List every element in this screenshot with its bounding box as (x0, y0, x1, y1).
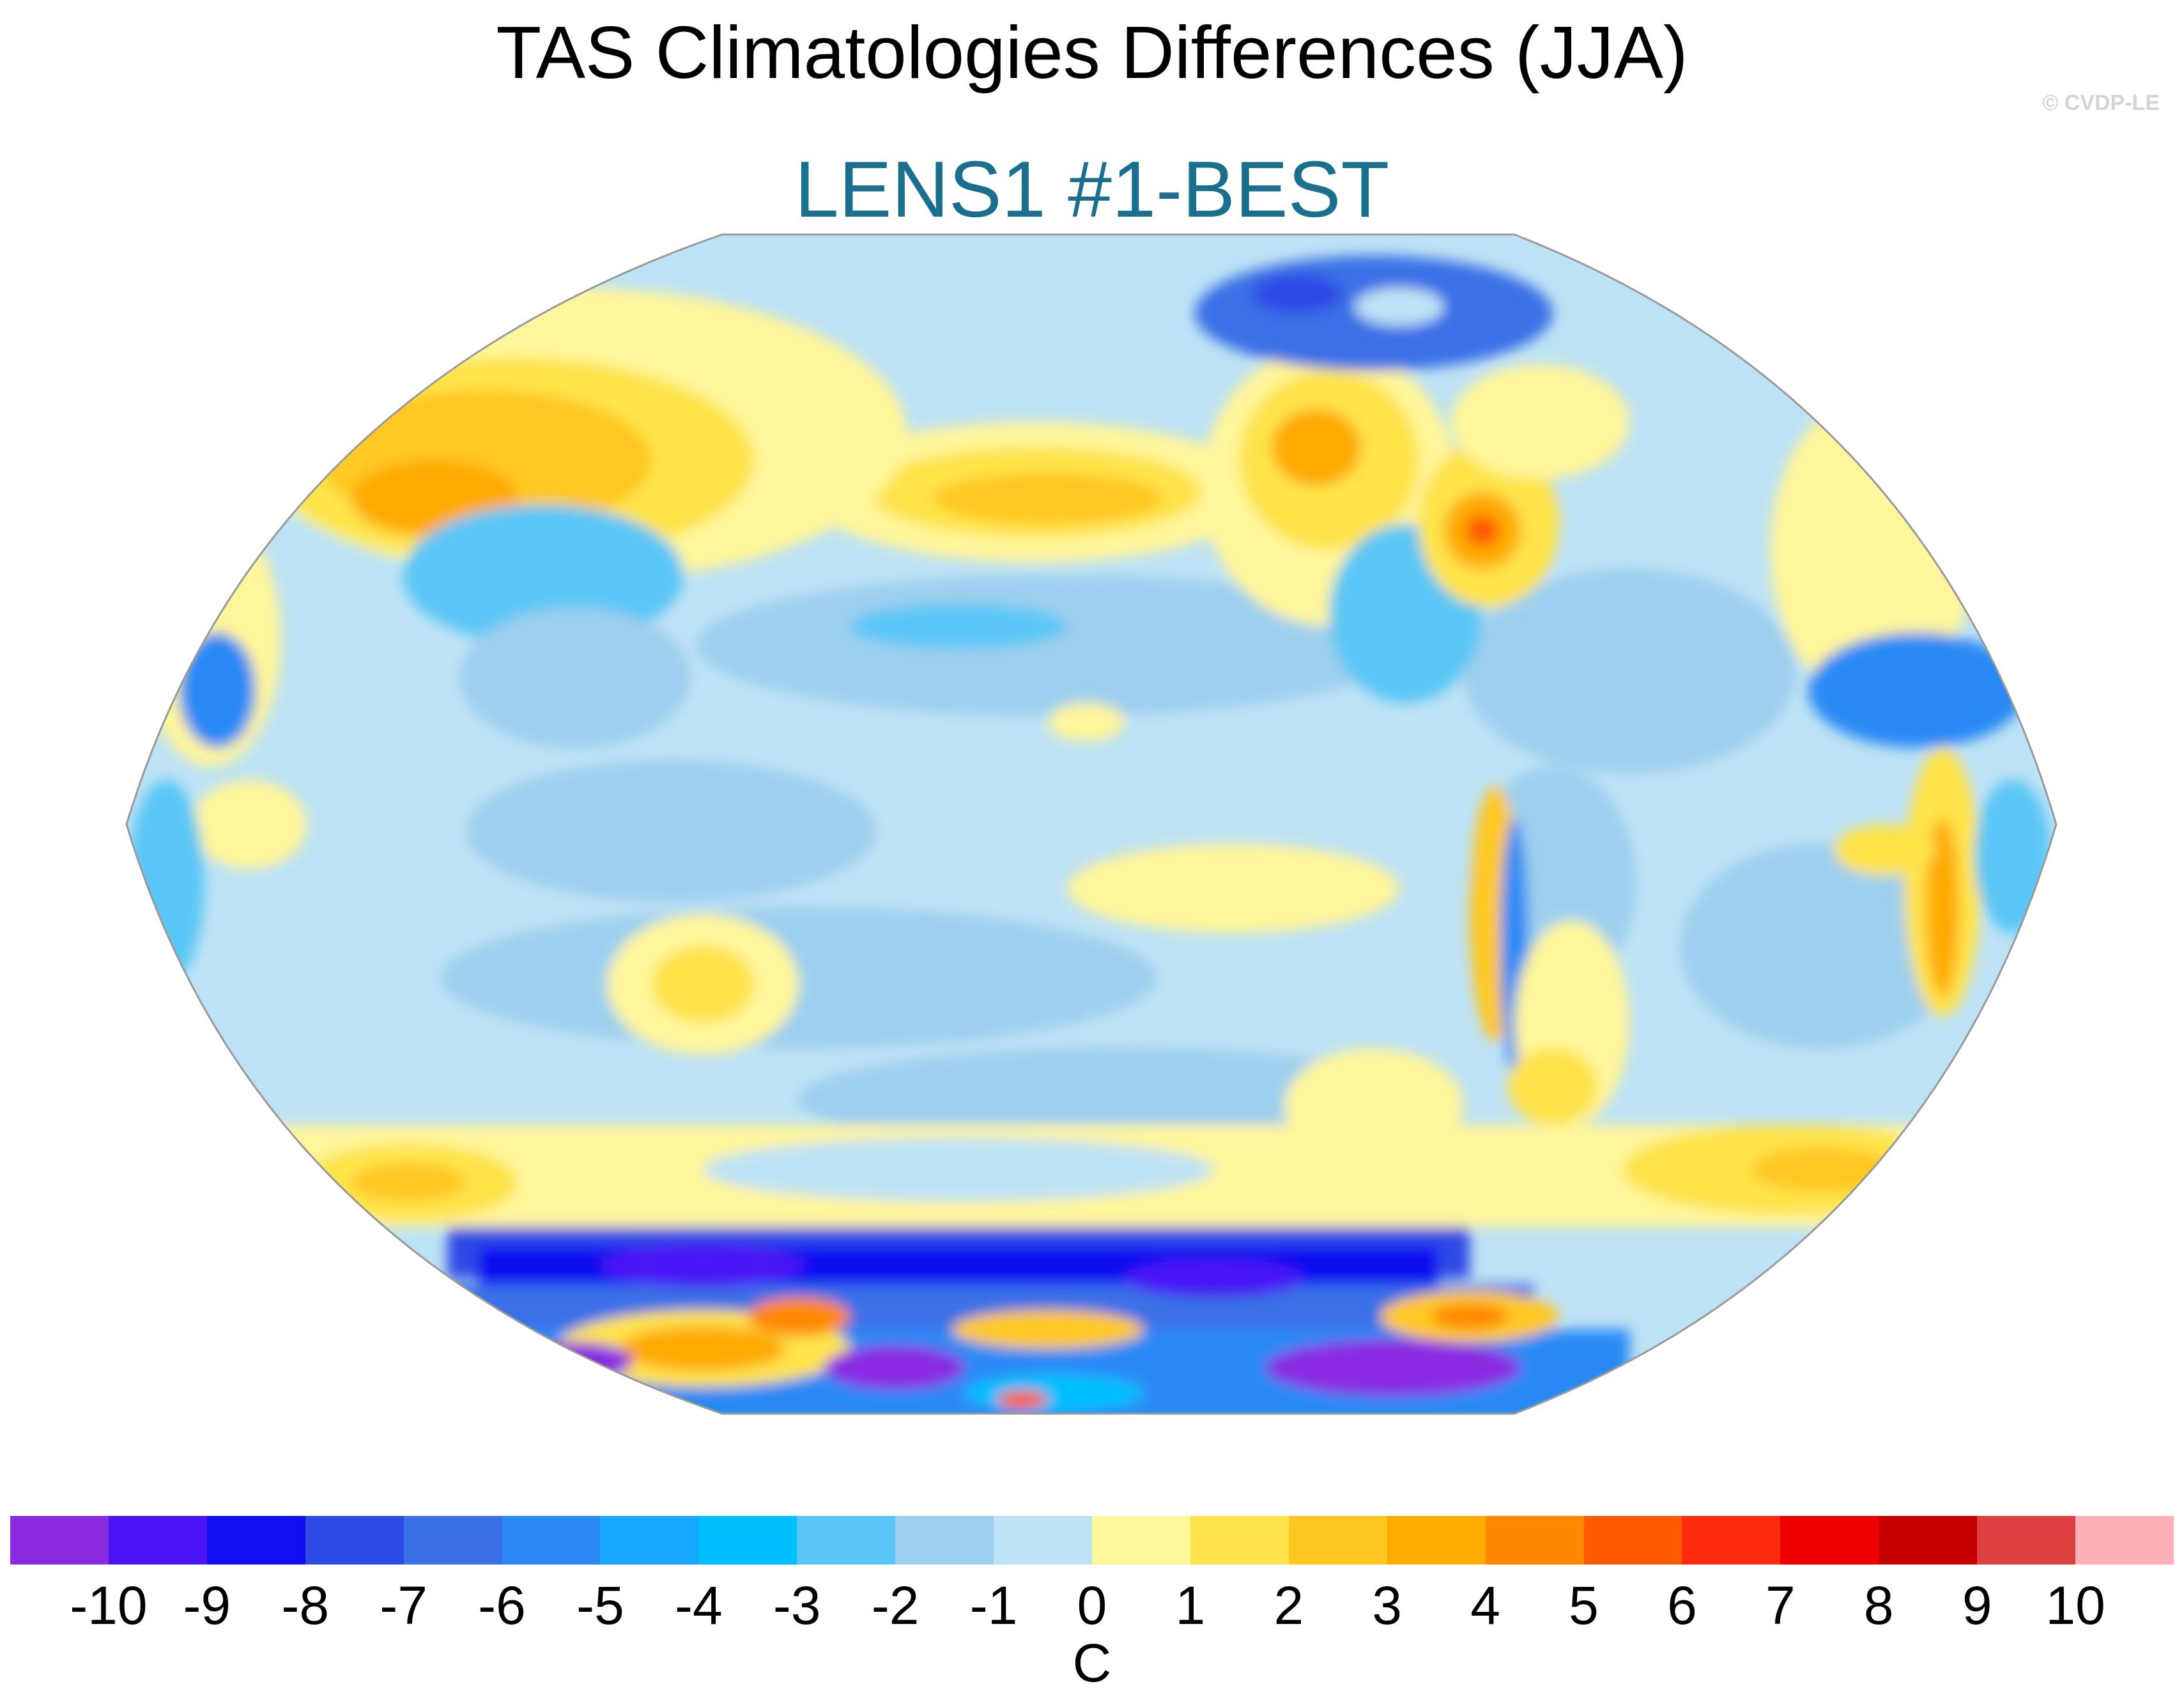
colorbar-segment (10, 1516, 109, 1565)
colorbar-tick-label: -10 (70, 1575, 148, 1635)
colorbar-tick-label: 2 (1273, 1575, 1304, 1635)
colorbar-segment (895, 1516, 994, 1565)
colorbar-tick-label: 5 (1569, 1575, 1599, 1635)
colorbar-tick-label: 9 (1962, 1575, 1992, 1635)
colorbar-tick-label: 8 (1863, 1575, 1894, 1635)
colorbar-tick-label: -7 (380, 1575, 427, 1635)
world-map (125, 233, 2057, 1415)
colorbar-segment (1879, 1516, 1978, 1565)
colorbar-tick-label: -3 (773, 1575, 821, 1635)
colorbar-segment (2075, 1516, 2174, 1565)
colorbar-segment (600, 1516, 699, 1565)
colorbar-tick-label: -1 (969, 1575, 1018, 1635)
model-subtitle: LENS1 #1-BEST (794, 146, 1390, 234)
map-border (125, 233, 2057, 1415)
colorbar-segment (1583, 1516, 1682, 1565)
colorbar-segment (1190, 1516, 1289, 1565)
colorbar-segment (305, 1516, 404, 1565)
colorbar-unit-label: C (1072, 1633, 1112, 1693)
colorbar-tick-label: -8 (281, 1575, 330, 1635)
colorbar-segment (1485, 1516, 1584, 1565)
colorbar-tick-label: -5 (576, 1575, 624, 1635)
colorbar-segment (1288, 1516, 1387, 1565)
colorbar-segment (797, 1516, 896, 1565)
colorbar (10, 1516, 2174, 1565)
colorbar-segment (1780, 1516, 1879, 1565)
colorbar-segment (108, 1516, 207, 1565)
colorbar-segment (403, 1516, 502, 1565)
credit-watermark: © CVDP-LE (2042, 91, 2160, 115)
colorbar-tick-label: 10 (2045, 1575, 2105, 1635)
colorbar-tick-label: 1 (1175, 1575, 1206, 1635)
colorbar-tick-label: -4 (675, 1575, 723, 1635)
colorbar-tick-label: 6 (1667, 1575, 1697, 1635)
colorbar-segment (206, 1516, 305, 1565)
colorbar-tick-label: 0 (1077, 1575, 1107, 1635)
colorbar-segment (502, 1516, 601, 1565)
map-field (127, 235, 2056, 1414)
colorbar-tick-label: -9 (183, 1575, 231, 1635)
colorbar-tick-label: 3 (1372, 1575, 1403, 1635)
colorbar-segment (1682, 1516, 1781, 1565)
figure-title: TAS Climatologies Differences (JJA) (496, 11, 1688, 94)
colorbar-segment (1091, 1516, 1190, 1565)
colorbar-tick-label: -6 (478, 1575, 526, 1635)
colorbar-segment (1387, 1516, 1486, 1565)
colorbar-segment (994, 1516, 1092, 1565)
colorbar-tick-label: 7 (1765, 1575, 1796, 1635)
colorbar-tick-label: -2 (871, 1575, 919, 1635)
colorbar-segment (698, 1516, 797, 1565)
colorbar-tick-label: 4 (1470, 1575, 1500, 1635)
colorbar-segment (1977, 1516, 2076, 1565)
